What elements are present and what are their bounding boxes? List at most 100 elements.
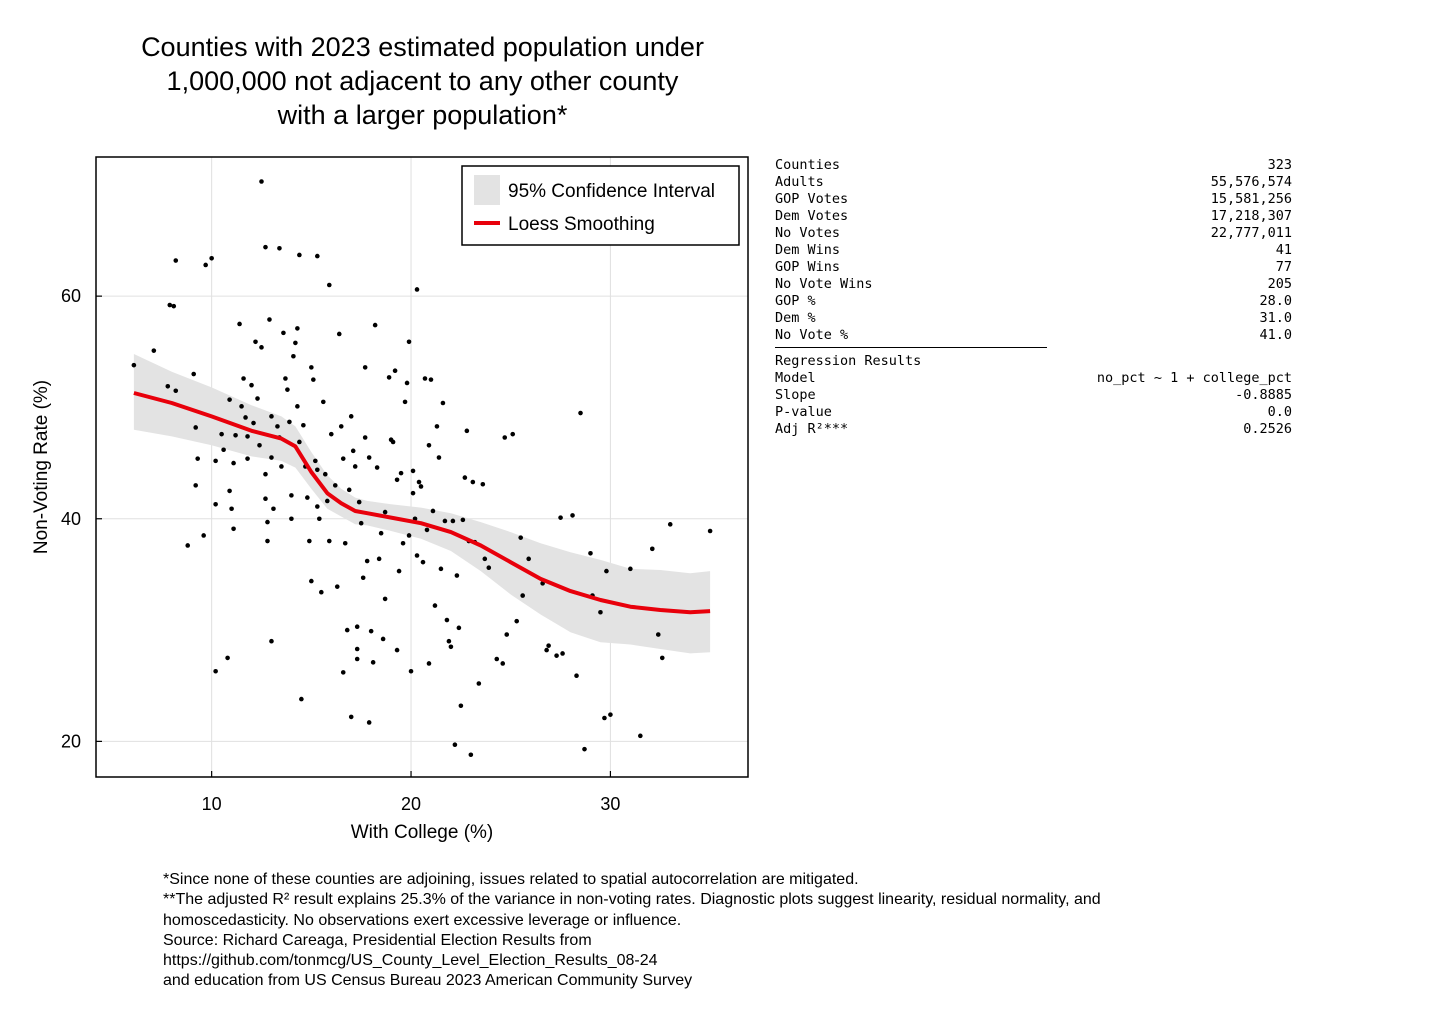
- data-point: [408, 668, 414, 674]
- data-point: [362, 435, 368, 440]
- data-point: [229, 506, 234, 512]
- data-point: [430, 508, 436, 514]
- footnote-line: homoscedasticity. No observations exert …: [163, 911, 682, 929]
- stats-row: GOP Wins 77: [775, 259, 1292, 276]
- stats-value: 323: [1267, 157, 1292, 173]
- regression-value: no_pct ~ 1 + college_pct: [1096, 370, 1292, 386]
- data-point: [460, 517, 466, 523]
- data-point: [390, 439, 396, 445]
- data-point: [394, 477, 400, 483]
- data-point: [400, 540, 406, 546]
- data-point: [655, 632, 661, 637]
- data-point: [440, 400, 446, 406]
- data-point: [638, 733, 643, 739]
- stats-value: 28.0: [1259, 293, 1292, 309]
- stats-row: Adults 55,576,574: [775, 174, 1292, 191]
- stats-label: No Vote Wins: [775, 276, 873, 292]
- stats-row: Counties 323: [775, 157, 1292, 174]
- data-point: [394, 647, 400, 653]
- data-point: [338, 424, 344, 429]
- y-axis-label: Non-Voting Rate (%): [31, 380, 52, 554]
- data-point: [354, 624, 360, 630]
- data-point: [382, 596, 388, 602]
- data-point: [301, 422, 306, 428]
- data-point: [544, 647, 549, 653]
- data-point: [667, 522, 673, 527]
- data-point: [424, 527, 430, 533]
- stats-label: Dem %: [775, 310, 816, 326]
- data-point: [305, 495, 310, 500]
- data-point: [193, 483, 198, 488]
- data-point: [502, 435, 508, 440]
- data-point: [219, 431, 224, 437]
- chart-title-line-2: 1,000,000 not adjacent to any other coun…: [166, 66, 679, 96]
- data-point: [336, 331, 342, 337]
- data-point: [151, 348, 157, 353]
- data-point: [360, 575, 366, 581]
- data-point: [454, 573, 460, 578]
- data-point: [432, 603, 438, 608]
- legend-box: [461, 165, 740, 246]
- stats-row: No Vote % 41.0: [775, 327, 1292, 344]
- data-point: [287, 419, 292, 425]
- data-point: [494, 656, 500, 662]
- y-tick-label: 20: [61, 731, 81, 751]
- data-point: [265, 519, 270, 525]
- stats-row: Dem Votes 17,218,307: [775, 208, 1292, 225]
- stats-value: 41.0: [1259, 327, 1292, 343]
- stats-value: 15,581,256: [1210, 191, 1292, 207]
- stats-value: 77: [1275, 259, 1292, 275]
- stats-row: GOP % 28.0: [775, 293, 1292, 310]
- regression-heading: Regression Results: [775, 353, 922, 369]
- confidence-band: [133, 354, 711, 654]
- data-point: [269, 455, 274, 460]
- data-point: [213, 501, 218, 507]
- data-point: [378, 530, 384, 536]
- stats-label: Dem Votes: [775, 208, 849, 224]
- data-point: [309, 365, 314, 370]
- stats-separator: [775, 347, 1047, 348]
- data-point: [396, 568, 402, 574]
- data-point: [392, 368, 398, 374]
- stats-row: No Vote Wins 205: [775, 276, 1292, 293]
- data-point: [263, 496, 268, 502]
- data-point: [362, 365, 368, 370]
- data-point: [436, 455, 442, 460]
- data-point: [225, 655, 230, 661]
- data-point: [263, 244, 268, 250]
- data-point: [354, 646, 360, 652]
- stats-value: 205: [1267, 276, 1292, 292]
- data-point: [227, 397, 232, 402]
- data-point: [376, 556, 382, 562]
- data-point: [438, 566, 444, 572]
- footnote-line: https://github.com/tonmcg/US_County_Leve…: [163, 952, 658, 970]
- stats-value: 22,777,011: [1210, 225, 1292, 241]
- data-point: [504, 632, 510, 637]
- data-point: [259, 179, 264, 184]
- data-point: [380, 636, 386, 642]
- data-point: [285, 387, 290, 392]
- legend-band-swatch: [474, 175, 500, 205]
- data-point: [416, 479, 422, 485]
- data-point: [173, 258, 179, 263]
- regression-row: P-value 0.0: [775, 404, 1292, 421]
- data-point: [582, 746, 587, 752]
- data-point: [243, 415, 248, 420]
- data-point: [570, 513, 575, 518]
- regression-value: 0.0: [1267, 404, 1292, 420]
- data-point: [131, 362, 137, 368]
- stats-row: GOP Votes 15,581,256: [775, 191, 1292, 208]
- data-point: [468, 752, 474, 758]
- data-point: [462, 475, 468, 480]
- data-point: [410, 468, 416, 474]
- data-point: [520, 593, 525, 598]
- data-point: [604, 568, 609, 574]
- chart-title-line-3: with a larger population*: [277, 100, 568, 130]
- data-point: [245, 434, 250, 439]
- data-point: [259, 345, 264, 350]
- data-point: [442, 518, 448, 524]
- data-point: [356, 499, 362, 505]
- regression-row: Slope -0.8885: [775, 387, 1292, 404]
- data-point: [560, 651, 565, 656]
- footnote-line: Source: Richard Careaga, Presidential El…: [163, 931, 592, 949]
